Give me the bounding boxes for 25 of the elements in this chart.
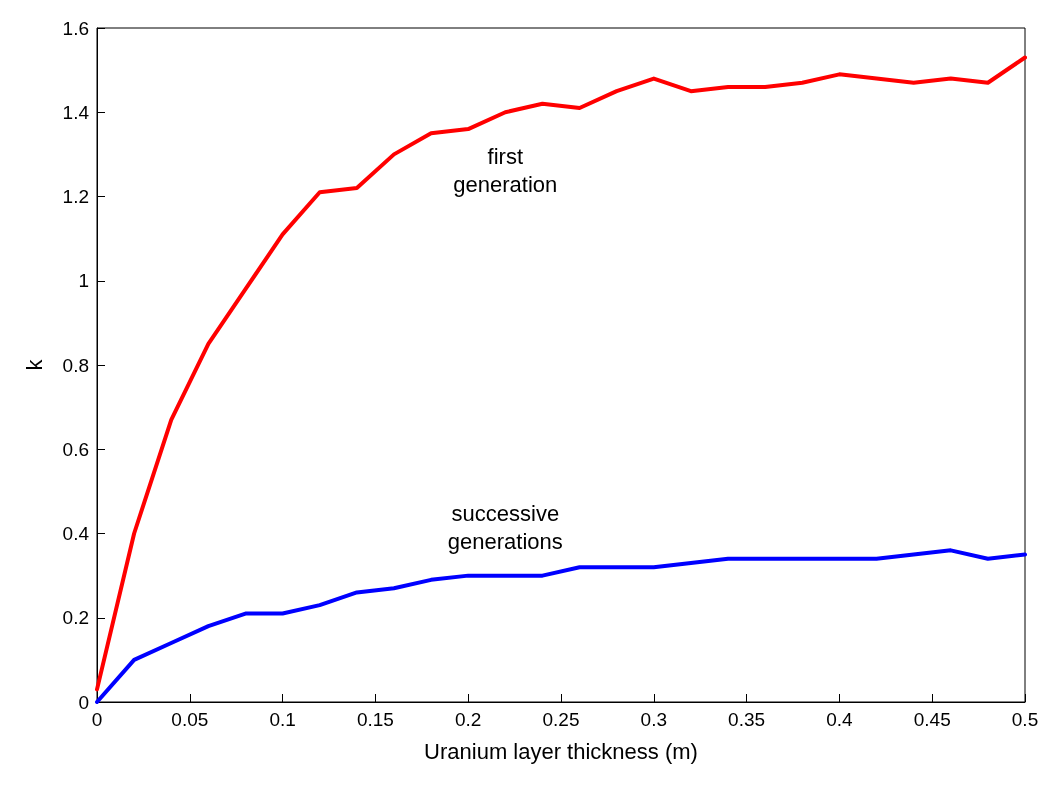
y-tick-label: 0.2	[62, 607, 89, 629]
x-tick-label: 0	[91, 709, 103, 730]
x-tick-label: 0.05	[171, 709, 209, 730]
y-tick-label: 0.6	[62, 438, 89, 460]
y-tick-label: 0	[78, 691, 89, 713]
x-tick-label: 0.25	[542, 709, 580, 730]
line-series	[95, 55, 1027, 692]
series-label: successive generations	[447, 501, 563, 555]
x-tick-label: 0.4	[826, 709, 854, 730]
y-tick-label: 1	[78, 270, 89, 292]
y-tick-label: 0.8	[62, 354, 89, 376]
series-label: first generation	[453, 143, 558, 197]
y-tick-label: 1.4	[62, 101, 90, 123]
x-tick-label: 0.3	[640, 709, 668, 730]
x-tick-label: 0.45	[913, 709, 951, 730]
y-tick-label: 1.6	[62, 17, 89, 39]
y-tick-label: 1.2	[62, 186, 89, 207]
x-axis-title: Uranium layer thickness (m)	[424, 738, 698, 764]
x-tick-label: 0.15	[356, 709, 394, 730]
x-tick-label: 0.1	[269, 709, 296, 730]
x-tick-label: 0.35	[728, 709, 766, 730]
x-tick-label: 0.2	[454, 709, 482, 730]
y-axis-title: k	[21, 358, 47, 371]
y-tick-label: 0.4	[62, 523, 90, 544]
x-tick-label: 0.5	[1011, 709, 1039, 730]
